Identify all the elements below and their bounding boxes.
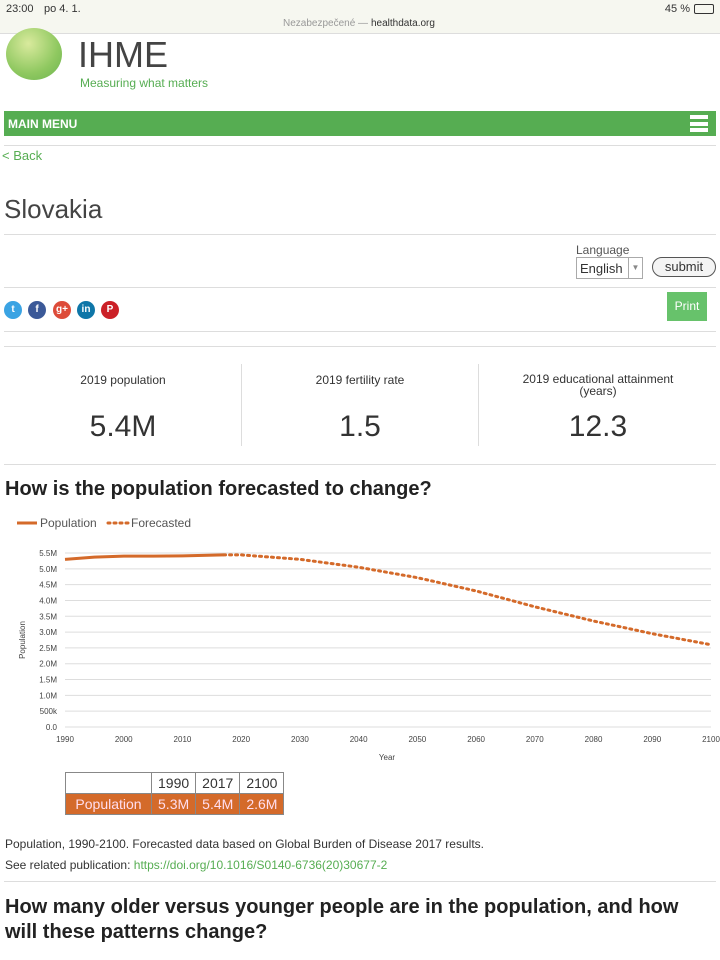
table-cell: 5.4M bbox=[195, 793, 241, 815]
linkedin-icon[interactable]: in bbox=[77, 301, 95, 319]
main-menu-bar[interactable]: MAIN MENU bbox=[4, 111, 716, 136]
table-cell: 5.3M bbox=[150, 793, 197, 815]
ihme-logo-icon[interactable] bbox=[6, 28, 62, 80]
y-tick-label: 5.5M bbox=[39, 549, 57, 558]
language-label: Language bbox=[576, 243, 630, 257]
y-tick-label: 4.0M bbox=[39, 596, 57, 605]
y-tick-label: 3.0M bbox=[39, 628, 57, 637]
y-tick-label: 2.0M bbox=[39, 660, 57, 669]
table-header: 2017 bbox=[195, 772, 241, 794]
facebook-icon[interactable]: f bbox=[28, 301, 46, 319]
legend-population: Population bbox=[40, 516, 97, 530]
stat-label: 2019 educational attainment (years) bbox=[522, 372, 674, 398]
series-line-forecasted bbox=[222, 553, 713, 647]
stat-label: 2019 population bbox=[80, 373, 166, 387]
main-menu-label: MAIN MENU bbox=[8, 117, 78, 131]
google-plus-icon[interactable]: g+ bbox=[53, 301, 71, 319]
x-tick-label: 2020 bbox=[232, 735, 250, 744]
twitter-icon[interactable]: t bbox=[4, 301, 22, 319]
x-tick-label: 2010 bbox=[174, 735, 192, 744]
y-tick-label: 0.0 bbox=[46, 723, 58, 732]
stat-value: 12.3 bbox=[568, 410, 628, 443]
time: 23:00 bbox=[6, 3, 34, 15]
y-tick-label: 1.0M bbox=[39, 691, 57, 700]
table-header: 1990 bbox=[150, 772, 197, 794]
section-heading: How is the population forecasted to chan… bbox=[5, 478, 432, 500]
logo-tagline: Measuring what matters bbox=[80, 76, 209, 90]
related-link[interactable]: https://doi.org/10.1016/S0140-6736(20)30… bbox=[133, 858, 388, 872]
stat-fertility: 2019 fertility rate 1.5 bbox=[242, 364, 478, 446]
submit-button[interactable]: submit bbox=[652, 257, 716, 277]
battery-text: 45 % bbox=[664, 3, 690, 15]
related-label: See related publication: bbox=[5, 858, 131, 872]
x-tick-label: 2070 bbox=[526, 735, 544, 744]
language-value: English bbox=[580, 261, 623, 276]
table-header: 2100 bbox=[239, 772, 285, 794]
legend-forecasted: Forecasted bbox=[131, 516, 191, 530]
x-tick-label: 1990 bbox=[56, 735, 74, 744]
stat-value: 5.4M bbox=[89, 410, 157, 443]
series-line-population bbox=[64, 553, 224, 561]
y-tick-label: 2.5M bbox=[39, 644, 57, 653]
security-label: Nezabezpečené — bbox=[283, 18, 369, 29]
x-tick-label: 2050 bbox=[408, 735, 426, 744]
date: po 4. 1. bbox=[44, 3, 81, 15]
hamburger-icon[interactable] bbox=[690, 115, 708, 132]
url-domain[interactable]: healthdata.org bbox=[371, 18, 435, 29]
pinterest-icon[interactable]: P bbox=[101, 301, 119, 319]
population-table: 1990 2017 2100 Population 5.3M 5.4M 2.6M bbox=[65, 772, 285, 815]
battery-icon bbox=[694, 4, 714, 14]
y-tick-label: 1.5M bbox=[39, 676, 57, 685]
x-tick-label: 2080 bbox=[585, 735, 603, 744]
stat-value: 1.5 bbox=[339, 410, 381, 443]
table-row-label: Population bbox=[65, 793, 152, 815]
page-title: Slovakia bbox=[4, 194, 103, 224]
logo-name[interactable]: IHME bbox=[78, 34, 168, 75]
section-heading: How many older versus younger people are… bbox=[5, 896, 679, 943]
y-tick-label: 5.0M bbox=[39, 565, 57, 574]
chevron-down-icon: ▼ bbox=[628, 258, 642, 278]
print-button[interactable]: Print bbox=[667, 292, 707, 321]
x-tick-label: 2090 bbox=[643, 735, 661, 744]
stat-population: 2019 population 5.4M bbox=[5, 364, 241, 446]
table-cell: 2.6M bbox=[239, 793, 285, 815]
chart-caption: Population, 1990-2100. Forecasted data b… bbox=[5, 837, 484, 851]
y-axis-label: Population bbox=[18, 621, 27, 659]
x-tick-label: 2030 bbox=[291, 735, 309, 744]
y-tick-label: 3.5M bbox=[39, 612, 57, 621]
x-tick-label: 2100 bbox=[702, 735, 720, 744]
x-tick-label: 2060 bbox=[467, 735, 485, 744]
y-tick-label: 4.5M bbox=[39, 581, 57, 590]
y-tick-label: 500k bbox=[40, 707, 58, 716]
stat-education: 2019 educational attainment (years) 12.3 bbox=[479, 364, 717, 446]
x-tick-label: 2040 bbox=[350, 735, 368, 744]
stat-label: 2019 fertility rate bbox=[315, 373, 405, 387]
x-tick-label: 2000 bbox=[115, 735, 133, 744]
language-select[interactable]: English ▼ bbox=[576, 257, 643, 279]
x-axis-label: Year bbox=[379, 753, 396, 762]
back-link[interactable]: < Back bbox=[2, 148, 43, 163]
population-chart: 0.0 500k 1.0M 1.5M 2.0M 2.5M 3.0M 3.5M 4.0M 4.5M 5… bbox=[17, 516, 720, 762]
status-bar: 23:00 po 4. 1. 45 % Nezabezpečené — heal… bbox=[0, 0, 720, 34]
